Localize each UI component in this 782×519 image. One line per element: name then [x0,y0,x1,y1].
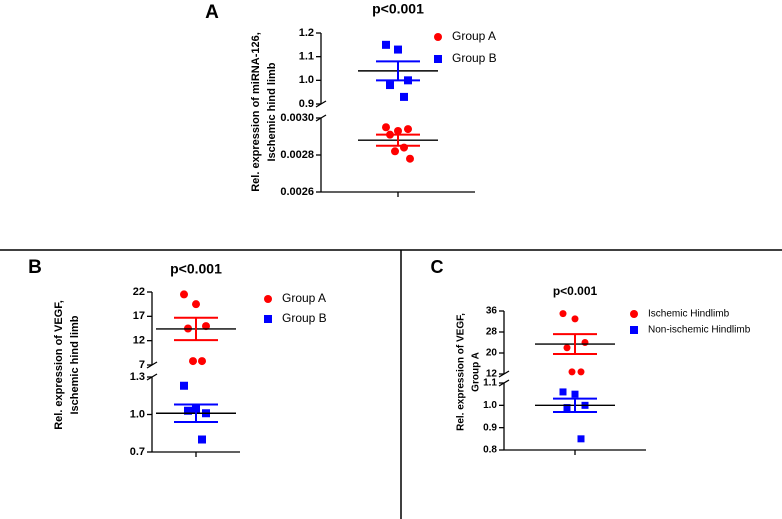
point [192,300,200,309]
y-axis-label: Group A [471,352,482,392]
chart-title: p<0.001 [553,284,598,298]
legend-marker [434,33,442,41]
point [180,381,188,390]
point [189,357,197,366]
panel-label: B [28,257,42,278]
y-tick-label: 0.0026 [280,186,314,198]
point [577,435,585,443]
legend-marker [434,55,442,63]
y-tick-label: 1.2 [299,27,314,39]
point [559,310,567,318]
point [180,290,188,299]
y-tick-label: 1.0 [483,400,497,411]
y-tick-label: 12 [133,335,145,347]
point [386,81,394,90]
legend-label: Group B [452,51,497,65]
y-axis-label: Ischemic hind limb [69,315,81,414]
point [184,406,192,415]
legend-label: Group A [282,291,326,305]
y-axis-label: Rel. expression of VEGF, [53,300,65,430]
y-tick-label: 0.7 [130,446,145,458]
y-tick-label: 17 [133,310,145,322]
legend-marker [264,295,272,303]
point [406,154,414,163]
y-tick-label: 0.9 [299,98,314,110]
point [198,435,206,444]
chart-title: p<0.001 [170,261,222,277]
y-tick-label: 0.0028 [280,149,314,161]
y-tick-label: 28 [486,327,498,338]
legend-label: Group B [282,311,327,325]
y-tick-label: 0.9 [483,422,497,433]
point [581,339,589,346]
point [394,126,402,135]
y-tick-label: 1.0 [130,408,145,420]
point [198,357,206,366]
legend-label: Ischemic Hindlimb [648,309,730,320]
legend-marker [630,310,638,318]
legend-marker [630,326,638,334]
y-tick-label: 36 [486,306,498,317]
point [577,368,585,376]
legend-label: Non-ischemic Hindlimb [648,325,751,336]
point [202,322,210,331]
panel-label: C [431,257,444,277]
point [404,125,412,134]
y-tick-label: 0.8 [483,445,497,456]
point [400,92,408,101]
point [568,368,576,376]
legend-label: Group A [452,29,496,43]
y-tick-label: 22 [133,286,145,298]
chart-title: p<0.001 [372,1,424,17]
y-tick-label: 1.3 [130,371,145,383]
y-tick-label: 1.1 [299,51,314,63]
point [571,390,579,398]
panel-label: A [205,2,219,23]
y-axis-label: Rel. expression of VEGF, [456,313,467,431]
point [382,40,390,49]
point [563,404,571,412]
legend-marker [264,315,272,323]
point [559,388,567,396]
y-tick-label: 0.0030 [280,112,314,124]
point [391,147,399,156]
point [382,123,390,132]
point [394,45,402,54]
y-axis-label: Rel. expression of miRNA-126, [250,32,262,192]
y-tick-label: 12 [486,369,498,380]
point [571,315,579,323]
y-tick-label: 7 [139,359,145,371]
y-axis-label: Ischemic hind limb [266,62,278,161]
point [563,344,571,352]
y-tick-label: 1.0 [299,74,314,86]
y-tick-label: 1.1 [483,378,497,389]
y-tick-label: 20 [486,348,498,359]
